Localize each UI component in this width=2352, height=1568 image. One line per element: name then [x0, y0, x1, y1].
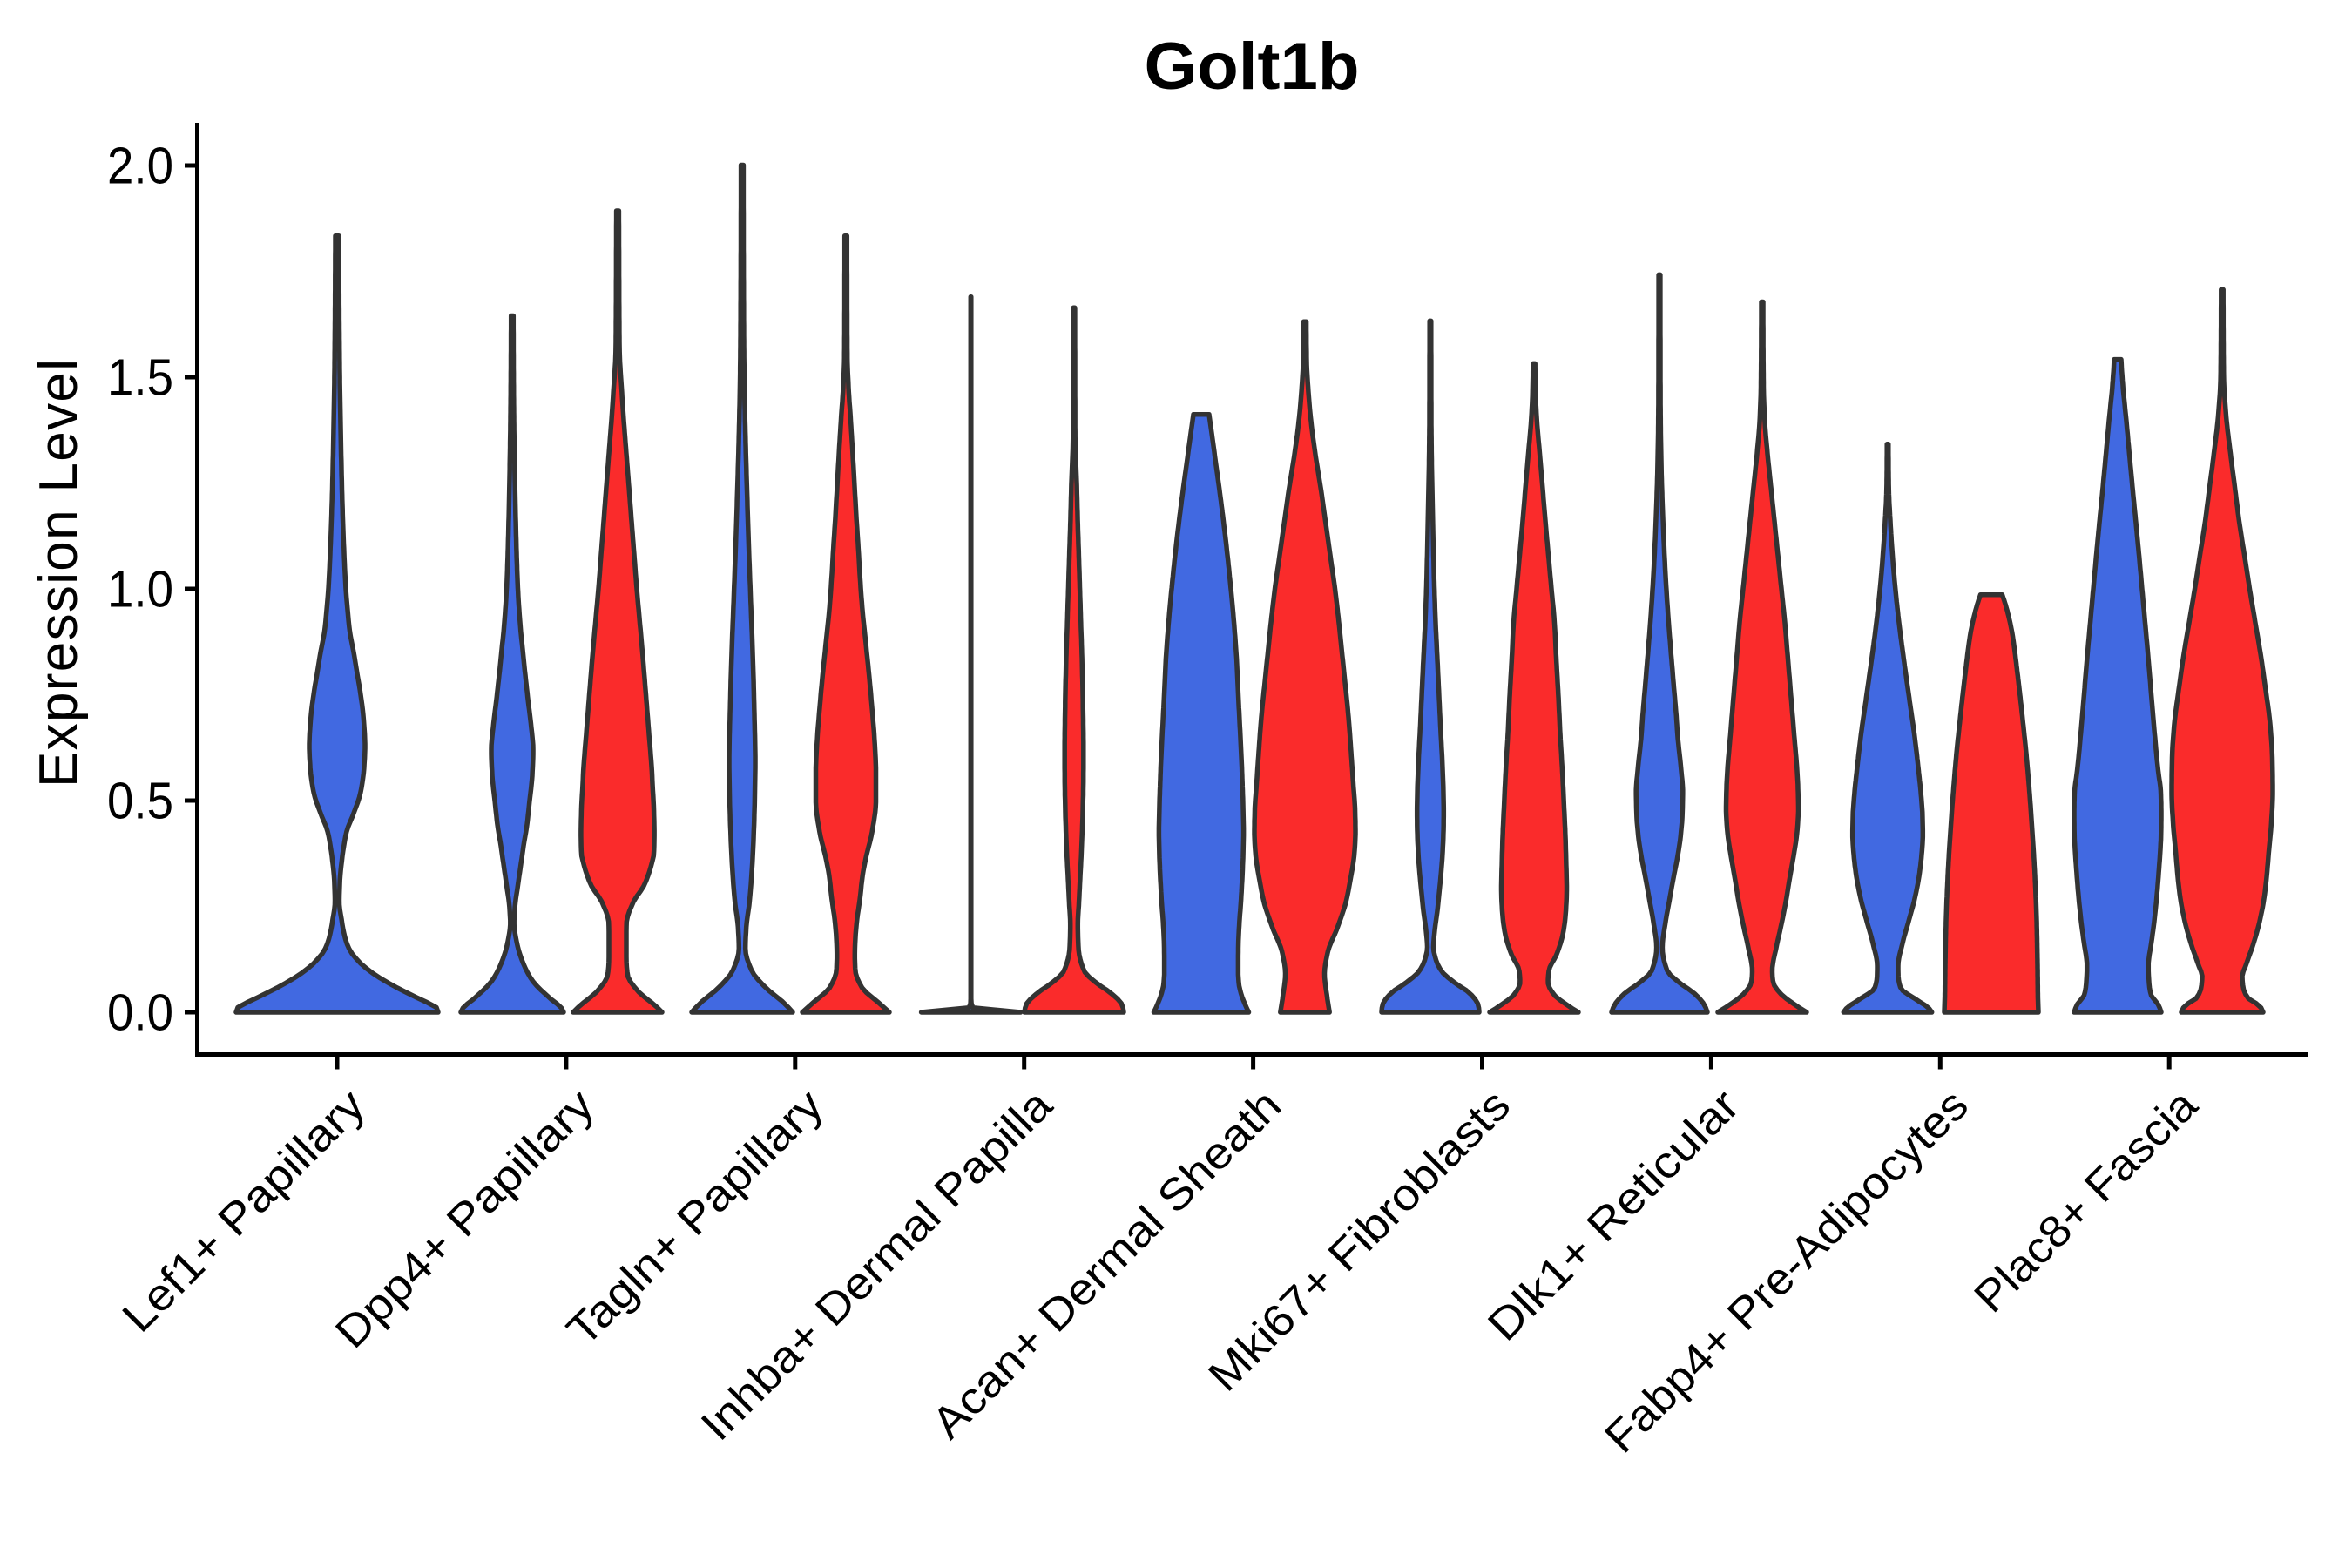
svg-text:2.0: 2.0 [107, 137, 173, 194]
svg-text:0.5: 0.5 [107, 772, 173, 829]
svg-text:Expression Level: Expression Level [29, 359, 89, 787]
svg-text:1.0: 1.0 [107, 560, 173, 618]
svg-text:0.0: 0.0 [107, 983, 173, 1041]
svg-text:1.5: 1.5 [107, 348, 173, 406]
svg-text:Golt1b: Golt1b [1145, 30, 1360, 104]
